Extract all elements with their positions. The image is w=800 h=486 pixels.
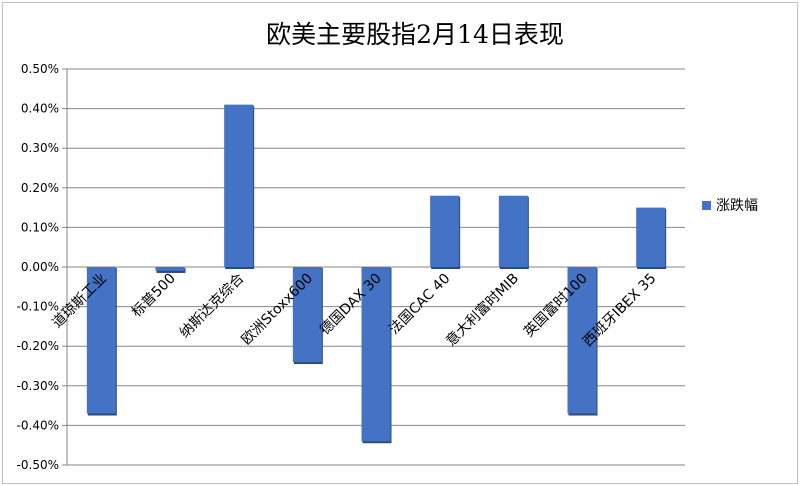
- chart-title: 欧美主要股指2月14日表现: [266, 20, 564, 49]
- y-tick-label: 0.20%: [21, 181, 59, 195]
- x-category-label: 纳斯达克综合: [177, 271, 248, 342]
- bar: [224, 104, 254, 267]
- bar: [430, 195, 460, 267]
- bar: [361, 267, 391, 442]
- bar: [155, 267, 185, 271]
- x-category-label: 标普500: [129, 271, 179, 321]
- x-category-label: 法国CAC 40: [386, 271, 453, 338]
- y-tick-label: 0.10%: [21, 220, 59, 234]
- legend: 涨跌幅: [702, 198, 758, 214]
- y-axis-ticks: 0.50% 0.40% 0.30% 0.20% 0.10% 0.00% -0.10% -0.2…: [17, 62, 59, 472]
- y-tick-label: -0.10%: [17, 300, 59, 314]
- y-tick-label: 0.50%: [21, 62, 59, 76]
- bar: [86, 267, 116, 414]
- legend-swatch: [702, 201, 711, 210]
- y-tick-label: -0.20%: [17, 339, 59, 353]
- legend-label: 涨跌幅: [716, 198, 758, 214]
- bar: [498, 195, 528, 267]
- y-tick-label: -0.30%: [17, 379, 59, 393]
- bar: [636, 207, 666, 267]
- bar: [292, 267, 322, 363]
- y-tick-label: 0.40%: [21, 102, 59, 116]
- bar: [567, 267, 597, 414]
- y-tick-label: -0.50%: [17, 458, 59, 472]
- y-tick-label: 0.00%: [21, 260, 59, 274]
- bars: [86, 104, 667, 444]
- x-category-label: 意大利富时MIB: [442, 270, 522, 350]
- y-tick-label: -0.40%: [17, 418, 59, 432]
- y-tick-label: 0.30%: [21, 141, 59, 155]
